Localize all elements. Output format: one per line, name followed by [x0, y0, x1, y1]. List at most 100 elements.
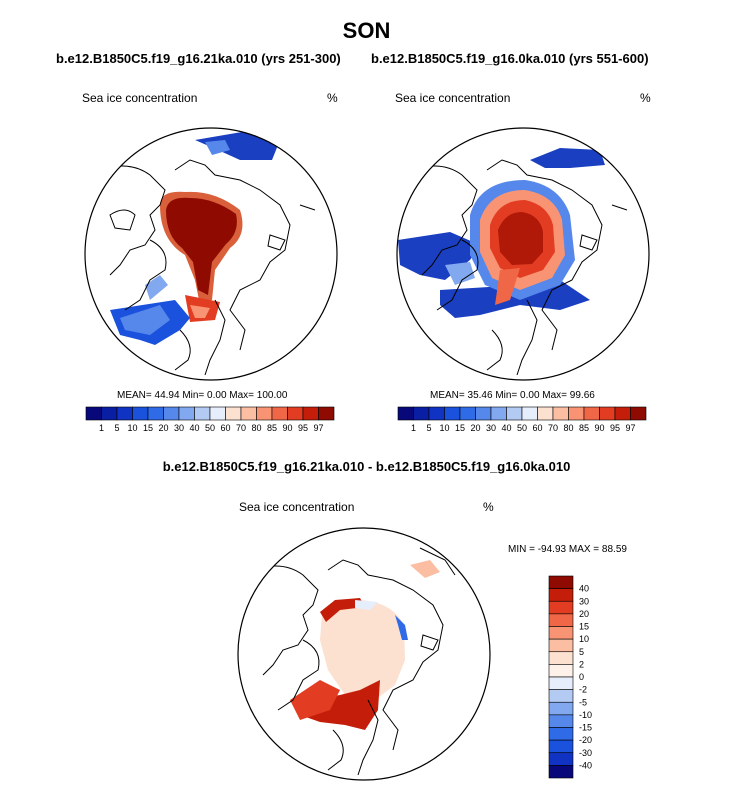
- panel-1-colorbar-tick-label: 20: [158, 423, 168, 433]
- panel-2-colorbar-swatch: [444, 406, 461, 421]
- panel-2-colorbar-tick-label: 50: [517, 423, 527, 433]
- diff-colorbar-swatch: [548, 689, 574, 703]
- diff-panel-title: b.e12.B1850C5.f19_g16.21ka.010 - b.e12.B…: [162, 459, 571, 474]
- panel-1-colorbar-swatch: [302, 406, 319, 421]
- panel-1-colorbar-tick-label: 70: [236, 423, 246, 433]
- panel-1-variable-label: Sea ice concentration: [82, 91, 198, 105]
- panel-2-colorbar-swatch: [614, 406, 631, 421]
- diff-colorbar-tick-label: -10: [579, 710, 592, 720]
- diff-colorbar-swatch: [548, 600, 574, 615]
- diff-map: [237, 527, 491, 781]
- panel-2-colorbar-tick-label: 95: [610, 423, 620, 433]
- panel-1-title: b.e12.B1850C5.f19_g16.21ka.010 (yrs 251-…: [56, 51, 341, 66]
- panel-2-colorbar-tick-label: 5: [426, 423, 431, 433]
- diff-colorbar-swatch: [548, 613, 574, 627]
- panel-2-colorbar-swatch: [506, 406, 523, 421]
- panel-2-colorbar-tick-label: 70: [548, 423, 558, 433]
- panel-2-colorbar-swatch: [490, 406, 507, 421]
- panel-2-colorbar-tick-label: 60: [532, 423, 542, 433]
- diff-colorbar-swatch: [548, 575, 574, 589]
- panel-1-colorbar-swatch: [163, 406, 180, 421]
- diff-colorbar-swatch: [548, 676, 574, 690]
- diff-colorbar-swatch: [548, 626, 574, 640]
- panel-2-colorbar-swatch: [630, 406, 647, 421]
- panel-2-colorbar-swatch: [568, 406, 585, 421]
- panel-1-ice-field: [110, 128, 280, 345]
- panel-1-colorbar-swatch: [147, 406, 164, 421]
- diff-colorbar-tick-label: 30: [579, 596, 589, 606]
- panel-1-colorbar-swatch: [287, 406, 304, 421]
- panel-1-colorbar-tick-label: 60: [220, 423, 230, 433]
- diff-colorbar-swatch: [548, 727, 574, 741]
- panel-2-colorbar-tick-label: 40: [501, 423, 511, 433]
- panel-2-ice-field: [398, 148, 605, 318]
- panel-1-colorbar-tick-label: 85: [267, 423, 277, 433]
- diff-ice-field: [290, 560, 440, 730]
- panel-1-colorbar-tick-label: 1: [99, 423, 104, 433]
- diff-colorbar-swatch: [548, 638, 574, 653]
- panel-2-colorbar: 1 5 10 15 20 30 40 50 60 70 80 85 90 95 97: [397, 406, 647, 433]
- diff-colorbar-tick-label: 15: [579, 622, 589, 632]
- panel-1-colorbar-swatch: [318, 406, 335, 421]
- diff-colorbar-tick-label: 40: [579, 584, 589, 594]
- diff-colorbar-tick-label: 20: [579, 609, 589, 619]
- diff-colorbar-swatch: [548, 765, 574, 779]
- panel-2-colorbar-tick-label: 90: [594, 423, 604, 433]
- diff-coastlines: [252, 547, 456, 776]
- panel-1-colorbar-tick-label: 40: [189, 423, 199, 433]
- panel-2-variable-label: Sea ice concentration: [395, 91, 511, 105]
- panel-1-colorbar-tick-label: 50: [205, 423, 215, 433]
- diff-variable-label: Sea ice concentration: [239, 500, 355, 514]
- panel-2-colorbar-tick-label: 1: [411, 423, 416, 433]
- panel-2-colorbar-swatch: [599, 406, 616, 421]
- panel-1-colorbar-tick-label: 80: [251, 423, 261, 433]
- panel-1-colorbar-swatch: [178, 406, 195, 421]
- panel-2-colorbar-swatch: [537, 406, 554, 421]
- panel-1-stats: MEAN= 44.94 Min= 0.00 Max= 100.00: [117, 390, 288, 401]
- panel-2-colorbar-swatch: [413, 406, 430, 421]
- diff-colorbar-tick-label: -5: [579, 697, 587, 707]
- panel-2-colorbar-tick-label: 15: [455, 423, 465, 433]
- panel-2-colorbar-swatch: [428, 406, 445, 421]
- diff-stats: MIN = -94.93 MAX = 88.59: [508, 544, 627, 555]
- diff-colorbar-tick-label: -40: [579, 760, 592, 770]
- panel-1-colorbar-tick-label: 10: [127, 423, 137, 433]
- panel-1-colorbar-swatch: [132, 406, 149, 421]
- panel-1-colorbar-swatch: [116, 406, 133, 421]
- panel-1-colorbar-swatch: [194, 406, 211, 421]
- panel-2-map: [396, 127, 650, 381]
- panel-2-colorbar-tick-label: 85: [579, 423, 589, 433]
- panel-1-colorbar: 1 5 10 15 20 30 40 50 60 70 80 85 90 95 97: [85, 406, 335, 433]
- panel-2-colorbar-tick-label: 30: [486, 423, 496, 433]
- panel-1-colorbar-tick-label: 95: [298, 423, 308, 433]
- panel-2-colorbar-swatch: [475, 406, 492, 421]
- panel-2-colorbar-swatch: [459, 406, 476, 421]
- panel-2-stats: MEAN= 35.46 Min= 0.00 Max= 99.66: [430, 390, 595, 401]
- panel-1-map: [84, 127, 338, 381]
- panel-1-colorbar-swatch: [85, 406, 102, 421]
- diff-colorbar-tick-label: -30: [579, 748, 592, 758]
- panel-2-coastlines: [411, 159, 628, 376]
- panel-1-colorbar-tick-label: 15: [143, 423, 153, 433]
- diff-colorbar-tick-label: 10: [579, 634, 589, 644]
- panel-2-colorbar-tick-label: 10: [439, 423, 449, 433]
- diff-colorbar-tick-label: -2: [579, 685, 587, 695]
- diff-colorbar-tick-label: 2: [579, 659, 584, 669]
- panel-1-units-label: %: [327, 91, 338, 105]
- diff-colorbar-swatch: [548, 664, 574, 678]
- panel-1-colorbar-tick-label: 30: [174, 423, 184, 433]
- diff-colorbar-tick-label: -20: [579, 735, 592, 745]
- panel-1-colorbar-swatch: [225, 406, 242, 421]
- panel-1-colorbar-tick-label: 97: [313, 423, 323, 433]
- panel-1-colorbar-swatch: [256, 406, 273, 421]
- diff-colorbar-tick-label: 5: [579, 647, 584, 657]
- panel-1-colorbar-swatch: [240, 406, 257, 421]
- panel-1-colorbar-tick-label: 5: [114, 423, 119, 433]
- panel-2-title: b.e12.B1850C5.f19_g16.0ka.010 (yrs 551-6…: [371, 51, 649, 66]
- panel-1-colorbar-tick-label: 90: [282, 423, 292, 433]
- diff-units-label: %: [483, 500, 494, 514]
- panel-2-colorbar-swatch: [583, 406, 600, 421]
- diff-colorbar-swatch: [548, 739, 574, 754]
